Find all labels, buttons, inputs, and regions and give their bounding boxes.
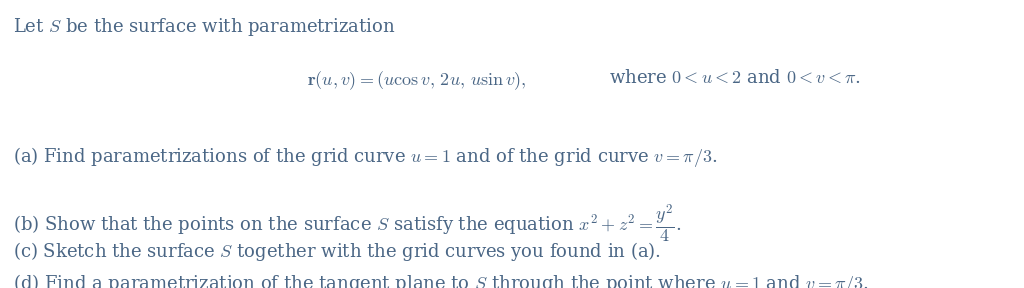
Text: (a) Find parametrizations of the grid curve $u = 1$ and of the grid curve $v = \: (a) Find parametrizations of the grid cu… xyxy=(13,145,718,169)
Text: $\mathbf{r}(u, v) = (u\cos v,\, 2u,\, u\sin v),$: $\mathbf{r}(u, v) = (u\cos v,\, 2u,\, u\… xyxy=(307,69,527,92)
Text: (b) Show that the points on the surface $S$ satisfy the equation $x^2 + z^2 = \d: (b) Show that the points on the surface … xyxy=(13,203,682,245)
Text: (c) Sketch the surface $S$ together with the grid curves you found in (a).: (c) Sketch the surface $S$ together with… xyxy=(13,240,662,264)
Text: (d) Find a parametrization of the tangent plane to $S$ through the point where $: (d) Find a parametrization of the tangen… xyxy=(13,272,869,288)
Text: Let $S$ be the surface with parametrization: Let $S$ be the surface with parametrizat… xyxy=(13,16,396,38)
Text: where $0 < u < 2$ and $0 < v < \pi$.: where $0 < u < 2$ and $0 < v < \pi$. xyxy=(609,69,861,87)
